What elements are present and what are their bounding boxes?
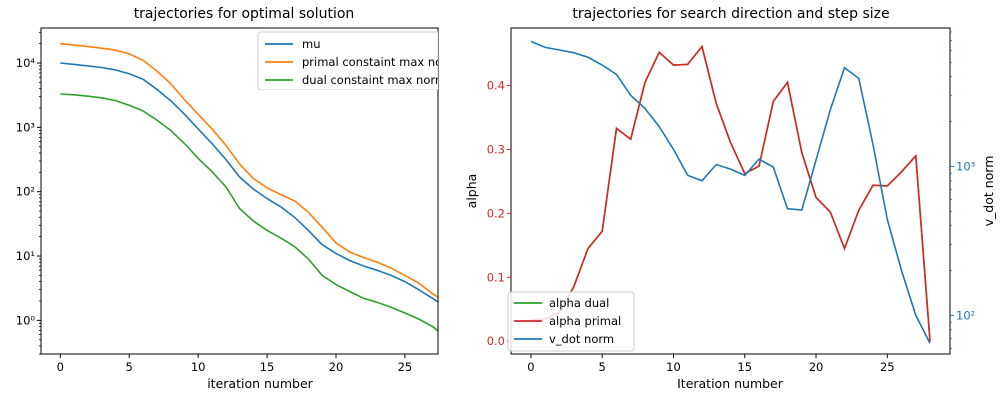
right-x-tick-label: 25 bbox=[880, 360, 895, 374]
right-y2-tick-label: 10² bbox=[956, 308, 975, 322]
right-y2-tick-label: 10³ bbox=[956, 159, 976, 173]
right-plot-lines bbox=[530, 40, 931, 344]
left-legend-label: mu bbox=[302, 37, 321, 51]
left-chart-title: trajectories for optimal solution bbox=[134, 6, 355, 22]
right-y-axis-label: alpha bbox=[464, 174, 479, 209]
right-y2-axis-label: v_dot norm bbox=[981, 156, 996, 227]
left-y-tick-label: 10¹ bbox=[16, 249, 35, 263]
right-x-tick-label: 0 bbox=[527, 360, 534, 374]
right-y-tick-label: 0.3 bbox=[487, 142, 505, 156]
right-y-tick-label: 0.0 bbox=[487, 334, 505, 348]
right-series-line-1 bbox=[530, 44, 931, 342]
left-x-tick-label: 10 bbox=[191, 360, 206, 374]
left-plot-lines bbox=[60, 42, 438, 332]
left-y-tick-label: 10⁰ bbox=[16, 313, 36, 327]
right-x-axis-label: Iteration number bbox=[677, 376, 784, 391]
left-y-tick-label: 10² bbox=[16, 185, 35, 199]
left-legend-box bbox=[257, 31, 438, 90]
right-legend-label: alpha primal bbox=[549, 314, 621, 328]
left-plot-frame bbox=[40, 27, 439, 355]
left-legend: mu primal constaint max no dual constaint … bbox=[257, 31, 446, 90]
left-x-tick-label: 20 bbox=[329, 360, 344, 374]
left-x-tick-label: 25 bbox=[398, 360, 413, 374]
left-x-tick-label: 5 bbox=[126, 360, 133, 374]
left-chart: trajectories for optimal solution 0 5 10 15… bbox=[16, 6, 446, 391]
right-legend-label: v_dot norm bbox=[549, 332, 614, 346]
right-y-tick-label: 0.2 bbox=[487, 206, 505, 220]
right-y-ticks: 0.0 0.1 0.2 0.3 0.4 bbox=[487, 79, 511, 348]
left-series-line-0 bbox=[60, 62, 438, 303]
right-legend: alpha dual alpha primal v_dot norm bbox=[507, 291, 635, 352]
right-plot-frame bbox=[510, 27, 951, 355]
right-x-tick-label: 10 bbox=[666, 360, 681, 374]
left-series-line-2 bbox=[60, 93, 438, 332]
right-y2-ticks: 10² 10³ bbox=[950, 31, 976, 349]
right-x-tick-label: 15 bbox=[737, 360, 752, 374]
left-y-tick-label: 10³ bbox=[16, 120, 36, 134]
right-x-tick-label: 5 bbox=[599, 360, 606, 374]
right-y-tick-label: 0.1 bbox=[487, 270, 505, 284]
left-series-line-1 bbox=[60, 42, 438, 299]
right-legend-label: alpha dual bbox=[549, 296, 609, 310]
right-legend-box bbox=[507, 291, 635, 352]
right-series-line-2 bbox=[530, 40, 931, 344]
left-legend-label: dual constaint max norm bbox=[302, 73, 446, 87]
right-x-tick-label: 20 bbox=[809, 360, 824, 374]
right-y-tick-label: 0.4 bbox=[487, 79, 505, 93]
left-x-tick-label: 0 bbox=[57, 360, 64, 374]
right-chart-title: trajectories for search direction and st… bbox=[572, 6, 889, 22]
right-chart: trajectories for search direction and st… bbox=[464, 6, 996, 391]
left-y-tick-label: 10⁴ bbox=[16, 56, 36, 70]
left-x-ticks: 0 5 10 15 20 25 bbox=[57, 354, 413, 374]
left-legend-label: primal constaint max no bbox=[302, 55, 442, 69]
right-x-ticks: 0 5 10 15 20 25 bbox=[527, 354, 895, 374]
left-x-tick-label: 15 bbox=[260, 360, 275, 374]
left-x-axis-label: iteration number bbox=[207, 376, 313, 391]
left-y-ticks: 10⁰ 10¹ 10² 10³ 10⁴ bbox=[16, 31, 41, 355]
